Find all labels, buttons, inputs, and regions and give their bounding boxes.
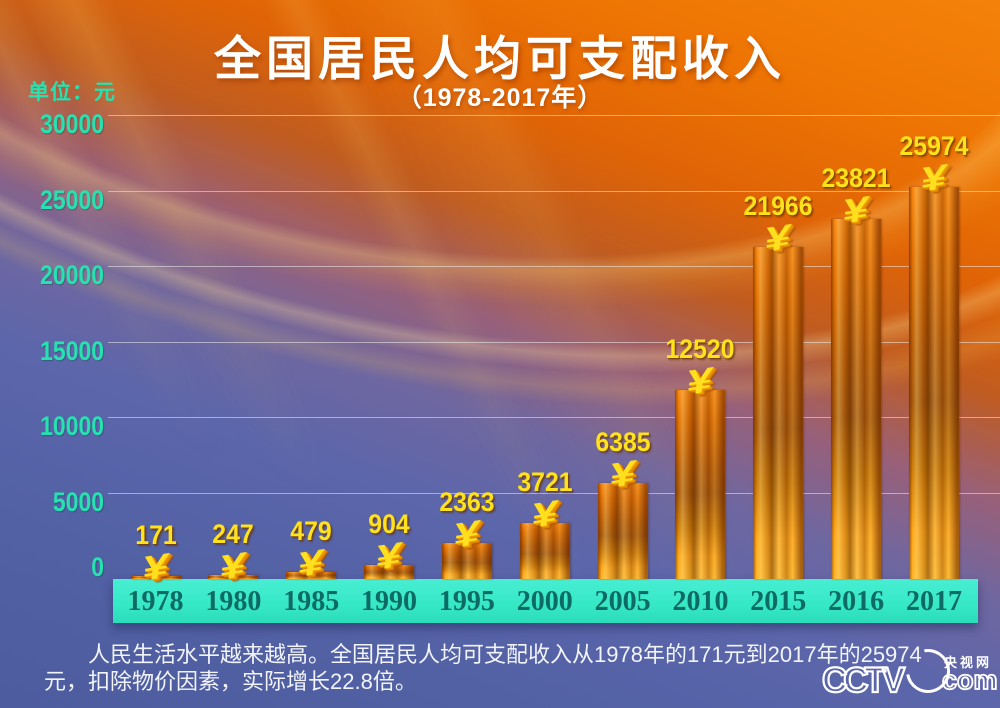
cctv-site-name: 央视网 [944, 655, 993, 670]
x-axis-year-label: 1985 [283, 586, 340, 617]
x-axis-year-label: 1980 [205, 586, 262, 617]
x-axis-year-label: 1990 [361, 586, 418, 617]
y-axis-tick-label: 20000 [40, 260, 104, 290]
bar [831, 219, 882, 579]
y-axis-tick-label: 15000 [40, 335, 104, 366]
y-axis-tick-label: 30000 [40, 109, 104, 139]
gridline [108, 266, 1000, 267]
x-axis-year-label: 2000 [516, 586, 573, 617]
gridline [108, 115, 1000, 116]
gridline [108, 341, 1000, 343]
y-axis-tick-label: 10000 [40, 411, 104, 441]
cctv-logo: CCTV 央视网 com [821, 640, 998, 702]
bar [364, 565, 415, 579]
bar-value-label: 171 [134, 520, 177, 551]
x-axis-year-label: 2015 [750, 586, 807, 617]
bar [675, 389, 726, 579]
bar [208, 575, 259, 579]
bar [130, 576, 181, 579]
bar-value-label: 904 [368, 509, 410, 540]
y-axis-tick-label: 25000 [40, 184, 104, 215]
bar-value-label: 23821 [821, 163, 891, 194]
bar-value-label: 25974 [899, 130, 969, 161]
bar-value-label: 21966 [743, 191, 813, 222]
x-axis-year-label: 1978 [127, 586, 184, 617]
bar [286, 571, 337, 579]
bar [909, 186, 959, 579]
x-axis-band [113, 579, 978, 623]
bar [441, 543, 492, 579]
bar-value-label: 12520 [665, 333, 735, 364]
bar-value-label: 3721 [517, 466, 573, 497]
chart-subtitle: （1978-2017年） [396, 84, 604, 112]
y-axis-unit-label: 单位：元 [28, 81, 116, 104]
x-axis-year-label: 2005 [594, 586, 651, 617]
x-axis-year-label: 1995 [438, 586, 495, 617]
bar-value-label: 6385 [594, 426, 651, 457]
x-axis-year-label: 2017 [906, 586, 962, 617]
bar-value-label: 479 [290, 515, 332, 546]
chart-title: 全国居民人均可支配收入 [214, 32, 786, 85]
gridline [108, 417, 1000, 418]
cctv-logo-text: CCTV [821, 661, 907, 700]
cctv-domain: com [941, 664, 998, 696]
y-axis-tick-label: 5000 [52, 486, 104, 517]
gridline [108, 190, 1000, 192]
bar-value-label: 247 [212, 519, 255, 550]
gridline [108, 492, 1000, 494]
bar-value-label: 2363 [439, 487, 495, 518]
bar [597, 482, 648, 579]
y-axis-tick-label: 0 [91, 552, 104, 582]
x-axis-year-label: 2016 [828, 586, 885, 617]
bar [753, 247, 804, 579]
x-axis-year-label: 2010 [672, 586, 729, 617]
caption-text: 人民生活水平越来越高。全国居民人均可支配收入从1978年的171元到2017年的… [44, 642, 922, 694]
bar [519, 522, 570, 579]
